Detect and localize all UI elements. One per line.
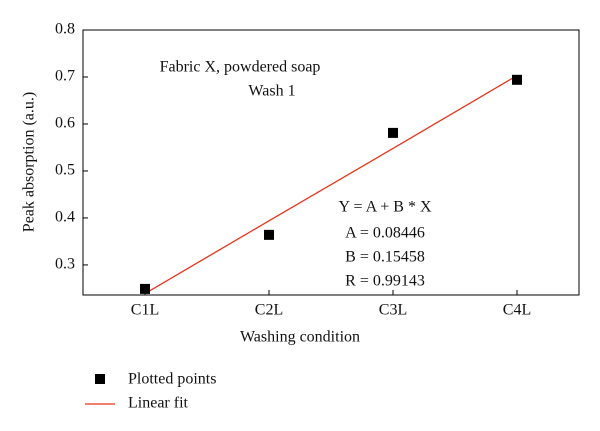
data-point <box>512 74 522 85</box>
y-tick-label: 0.5 <box>55 162 75 179</box>
annotation: B = 0.15458 <box>345 249 425 266</box>
data-point <box>140 283 150 294</box>
x-tick-label: C3L <box>379 302 407 319</box>
legend-marker <box>95 374 105 384</box>
data-point <box>264 229 274 240</box>
data-point <box>388 127 398 138</box>
annotation: Fabric X, powdered soap <box>160 59 321 76</box>
fit-line <box>144 75 518 295</box>
plot-frame <box>82 29 580 296</box>
annotation: Y = A + B * X <box>338 199 431 216</box>
y-tick-label: 0.8 <box>55 21 75 38</box>
x-tick-label: C1L <box>131 302 159 319</box>
y-tick-label: 0.3 <box>55 256 75 273</box>
y-tick-label: 0.6 <box>55 115 75 132</box>
annotation: A = 0.08446 <box>345 225 425 242</box>
y-tick-label: 0.4 <box>55 209 75 226</box>
y-axis-title: Peak absorption (a.u.) <box>21 92 38 232</box>
y-tick-label: 0.7 <box>55 68 75 85</box>
x-axis-title: Washing condition <box>240 329 360 346</box>
legend-label: Plotted points <box>128 371 216 388</box>
annotation: R = 0.99143 <box>345 273 425 290</box>
x-tick-label: C2L <box>255 302 283 319</box>
x-tick-label: C4L <box>503 302 531 319</box>
annotation: Wash 1 <box>248 83 295 100</box>
legend-label: Linear fit <box>128 395 189 412</box>
